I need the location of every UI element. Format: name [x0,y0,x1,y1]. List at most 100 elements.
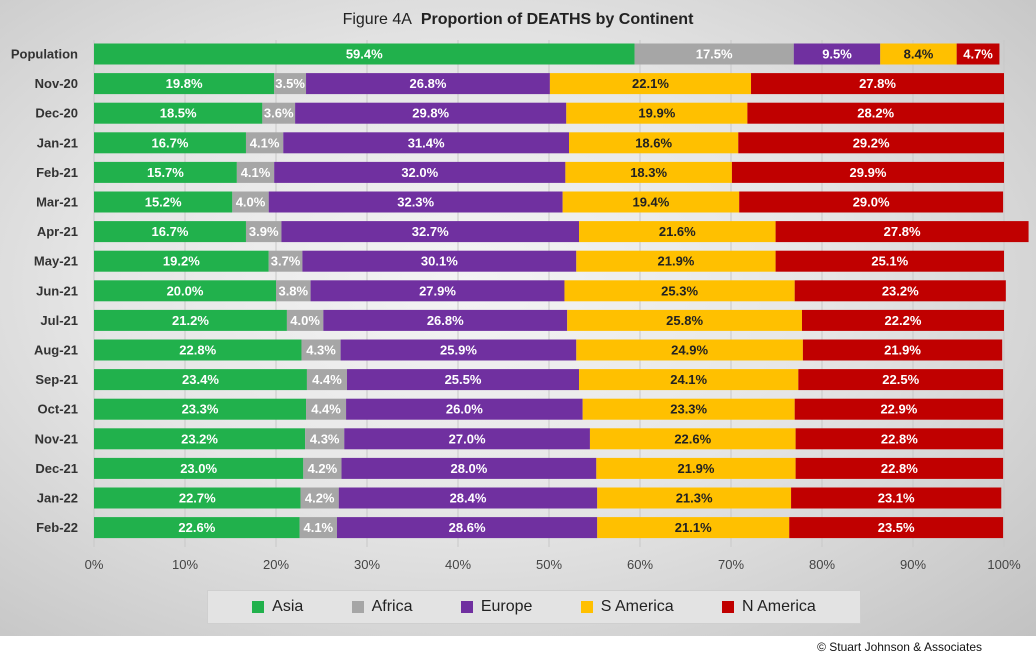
data-label: 9.5% [822,47,852,62]
category-label: Population [11,47,78,62]
bar-segment [245,221,282,243]
data-label: 3.8% [278,283,308,298]
bar-segment [94,457,304,479]
bar-segment [794,398,1004,420]
x-tick-label: 20% [263,557,289,572]
data-label: 8.4% [904,47,934,62]
bar-segment [344,428,590,450]
data-label: 19.8% [166,76,203,91]
bar-segment [798,369,1004,391]
bar-segment [268,250,303,272]
plot-svg: 0% 10% 20% 30% 40% 50% 60% 70% 80% 90% 100% Populat… [11,40,1029,572]
legend-swatch [351,601,364,613]
data-label: 24.9% [671,343,708,358]
bar-segment [286,309,324,331]
category-label: Mar-21 [36,195,78,210]
data-label: 18.3% [630,165,667,180]
category-label: Dec-21 [35,461,78,476]
bar-segment [346,398,583,420]
data-label: 22.1% [632,76,669,91]
bar-segment [94,250,269,272]
data-label: 21.9% [658,254,695,269]
category-label: Feb-21 [36,165,78,180]
x-tick-label: 100% [987,557,1021,572]
data-label: 4.2% [308,461,338,476]
legend-swatch [722,601,735,613]
bar-segment [582,398,795,420]
data-label: 3.7% [271,254,301,269]
bar-segment [802,339,1003,361]
x-tick-label: 80% [809,557,835,572]
bar-segment [956,43,1000,65]
bar-segment [276,280,311,302]
legend-swatch [460,601,473,613]
bar-segment [283,132,570,154]
figure-title: Proportion of DEATHS by Continent [420,11,694,28]
data-label: 24.1% [670,372,707,387]
data-label: 21.2% [172,313,209,328]
bar-segment [310,280,565,302]
data-label: 28.0% [450,461,487,476]
bar-segment [306,73,550,95]
bar-segment [562,191,740,213]
data-label: 23.5% [878,520,915,535]
data-label: 21.9% [884,343,921,358]
bar-segment [566,102,748,124]
legend-swatch [252,601,265,613]
data-label: 28.4% [450,491,487,506]
data-label: 23.3% [670,402,707,417]
bar-segment [569,132,739,154]
bar-segment [789,517,1004,539]
data-label: 28.6% [449,520,486,535]
data-label: 22.9% [880,402,917,417]
legend: Asia Africa Europe S America N America [207,590,861,624]
bar-segment [301,339,341,361]
category-label: Dec-20 [35,106,78,121]
data-label: 22.5% [882,372,919,387]
data-label: 22.8% [881,431,918,446]
data-label: 25.5% [445,372,482,387]
bar-segment [302,250,577,272]
data-label: 4.4% [311,402,341,417]
data-label: 26.8% [427,313,464,328]
category-label: Jul-21 [40,313,78,328]
category-label: Apr-21 [37,224,78,239]
x-tick-label: 30% [354,557,380,572]
bar-segment [303,457,342,479]
bar-segment [94,191,233,213]
x-tick-label: 0% [85,557,104,572]
category-label: Jan-21 [37,135,78,150]
legend-item: Asia [252,598,303,616]
bar-segment [880,43,957,65]
bar-segment [295,102,567,124]
data-label: 26.8% [410,76,447,91]
category-label: Nov-20 [35,76,78,91]
data-label: 27.0% [449,431,486,446]
data-label: 19.2% [163,254,200,269]
bar-segment [262,102,296,124]
legend-label: Asia [272,598,304,615]
data-label: 4.4% [312,372,342,387]
x-tick-label: 70% [718,557,744,572]
bar-segment [306,369,347,391]
category-label: Oct-21 [38,402,78,417]
bar-segment [579,369,799,391]
data-label: 22.2% [885,313,922,328]
bar-segment [94,221,246,243]
data-label: 27.8% [859,76,896,91]
bar-segment [274,73,307,95]
bar-segment [94,161,237,183]
data-label: 21.6% [659,224,696,239]
bar-segment [305,428,345,450]
x-tick-label: 50% [536,557,562,572]
data-label: 22.6% [674,431,711,446]
data-label: 27.8% [884,224,921,239]
data-label: 3.9% [249,224,279,239]
bar-segment [346,369,580,391]
legend-swatch [580,601,593,613]
data-label: 32.0% [401,165,438,180]
data-label: 4.3% [306,343,336,358]
data-label: 21.1% [675,520,712,535]
x-tick-label: 60% [627,557,653,572]
bar-segment [268,191,563,213]
